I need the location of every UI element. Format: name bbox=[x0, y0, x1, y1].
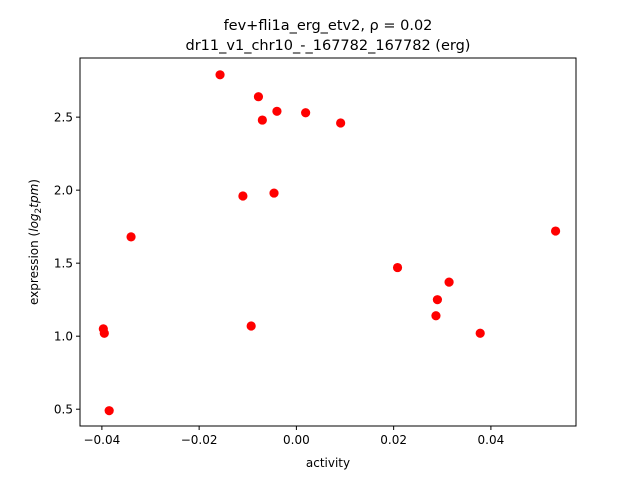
x-tick-label-0: −0.04 bbox=[83, 433, 120, 447]
y-axis-label-suffix: ) bbox=[27, 179, 41, 184]
y-tick-label-0: 0.5 bbox=[54, 403, 73, 417]
y-axis-ticks: 0.5 1.0 1.5 2.0 2.5 bbox=[54, 111, 80, 417]
y-tick-label-1: 1.0 bbox=[54, 330, 73, 344]
data-points bbox=[98, 70, 561, 416]
data-point-7 bbox=[238, 191, 248, 201]
x-tick-label-2: 0.00 bbox=[283, 433, 310, 447]
data-point-4 bbox=[257, 115, 267, 125]
chart-title-line-2: dr11_v1_chr10_-_167782_167782 (erg) bbox=[186, 38, 471, 54]
data-point-9 bbox=[550, 226, 561, 236]
data-point-5 bbox=[336, 118, 346, 128]
x-axis-ticks: −0.04 −0.02 0.00 0.02 0.04 bbox=[83, 426, 504, 447]
y-axis-label-prefix: expression ( bbox=[27, 232, 41, 305]
y-axis-label-tpm: tpm bbox=[27, 184, 41, 208]
data-point-14 bbox=[475, 328, 485, 338]
x-tick-label-3: 0.02 bbox=[380, 433, 407, 447]
data-point-10 bbox=[392, 262, 403, 273]
data-point-13 bbox=[431, 311, 441, 321]
chart-title-line-1: fev+fli1a_erg_etv2, ρ = 0.02 bbox=[224, 18, 433, 34]
data-point-2 bbox=[272, 106, 282, 116]
data-point-12 bbox=[432, 295, 443, 305]
x-tick-label-1: −0.02 bbox=[181, 433, 218, 447]
y-tick-label-4: 2.5 bbox=[54, 111, 73, 125]
y-tick-label-2: 1.5 bbox=[54, 257, 73, 271]
y-axis-label: expression (log2tpm) bbox=[27, 179, 44, 305]
y-axis-label-subscript: 2 bbox=[34, 208, 44, 214]
data-point-6 bbox=[269, 188, 279, 198]
data-point-1 bbox=[253, 92, 264, 102]
data-point-0 bbox=[215, 70, 225, 80]
data-point-17 bbox=[99, 328, 109, 338]
data-point-8 bbox=[126, 232, 136, 242]
data-point-18 bbox=[104, 406, 114, 416]
y-tick-label-3: 2.0 bbox=[54, 184, 73, 198]
data-point-3 bbox=[301, 108, 311, 118]
plot-frame bbox=[79, 57, 577, 427]
data-point-15 bbox=[246, 321, 256, 331]
y-axis-label-log: log bbox=[27, 213, 41, 232]
x-tick-label-4: 0.04 bbox=[478, 433, 505, 447]
data-point-11 bbox=[444, 277, 454, 287]
x-axis-label: activity bbox=[306, 456, 350, 470]
